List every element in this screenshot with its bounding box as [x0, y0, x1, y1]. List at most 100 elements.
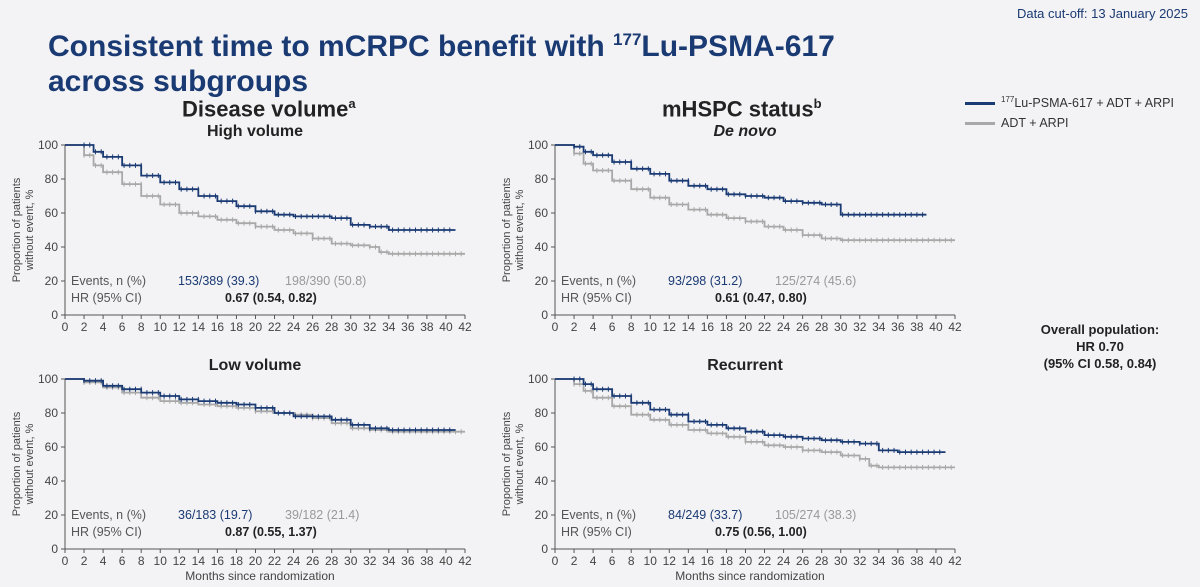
hr-value: 0.61 (0.47, 0.80)	[715, 291, 807, 305]
x-tick-label: 16	[701, 554, 715, 568]
x-tick-label: 2	[571, 320, 578, 334]
x-tick-label: 6	[609, 554, 616, 568]
y-axis-label: Proportion of patients	[11, 411, 23, 516]
legend-item-control: ADT + ARPI	[965, 113, 1174, 133]
x-tick-label: 16	[211, 554, 225, 568]
section-footnote-mark: a	[348, 96, 356, 111]
x-tick-label: 22	[268, 554, 282, 568]
x-tick-label: 34	[872, 554, 886, 568]
x-tick-label: 42	[458, 320, 472, 334]
x-tick-label: 2	[81, 554, 88, 568]
x-tick-label: 36	[401, 320, 415, 334]
y-axis-label: Proportion of patients	[501, 177, 513, 282]
legend-swatch-treatment	[965, 101, 995, 105]
x-axis-label: Months since randomization	[185, 569, 334, 583]
x-tick-label: 42	[948, 554, 962, 568]
y-tick-label: 20	[535, 274, 549, 288]
y-tick-label: 40	[45, 474, 59, 488]
x-tick-label: 0	[62, 320, 69, 334]
events-label: Events, n (%)	[561, 508, 636, 522]
x-tick-label: 28	[815, 320, 829, 334]
title-text-post: Lu-PSMA-617	[641, 30, 835, 63]
hr-label: HR (95% CI)	[561, 291, 632, 305]
y-axis-label: without event, %	[24, 189, 36, 271]
y-tick-label: 60	[45, 440, 59, 454]
km-curve	[555, 378, 955, 469]
x-tick-label: 42	[948, 320, 962, 334]
x-tick-label: 22	[758, 320, 772, 334]
title-text-pre: Consistent time to mCRPC benefit with	[48, 30, 614, 63]
x-tick-label: 32	[853, 554, 867, 568]
x-tick-label: 8	[138, 320, 145, 334]
x-tick-label: 4	[100, 320, 107, 334]
x-tick-label: 6	[119, 320, 126, 334]
x-tick-label: 40	[929, 554, 943, 568]
y-tick-label: 20	[535, 508, 549, 522]
events-label: Events, n (%)	[71, 274, 146, 288]
y-axis-label: without event, %	[514, 423, 526, 505]
x-tick-label: 8	[628, 554, 635, 568]
km-curve	[65, 378, 465, 433]
km-curve	[555, 144, 927, 216]
hr-label: HR (95% CI)	[561, 525, 632, 539]
events-treatment: 36/183 (19.7)	[178, 508, 252, 522]
y-tick-label: 0	[541, 542, 548, 556]
y-axis-label: Proportion of patients	[11, 177, 23, 282]
title-superscript: 177	[613, 30, 642, 49]
x-tick-label: 2	[571, 554, 578, 568]
x-tick-label: 42	[458, 554, 472, 568]
events-label: Events, n (%)	[71, 508, 146, 522]
legend-label-treatment: 177Lu-PSMA-617 + ADT + ARPI	[1001, 95, 1174, 111]
x-tick-label: 34	[382, 554, 396, 568]
x-tick-label: 30	[834, 320, 848, 334]
events-treatment: 153/389 (39.3)	[178, 274, 259, 288]
page-title: Consistent time to mCRPC benefit with 17…	[48, 22, 835, 99]
y-tick-label: 100	[38, 138, 58, 152]
x-tick-label: 38	[420, 320, 434, 334]
x-tick-label: 8	[138, 554, 145, 568]
events-treatment: 84/249 (33.7)	[668, 508, 742, 522]
x-tick-label: 16	[701, 320, 715, 334]
y-tick-label: 100	[38, 372, 58, 386]
section-label: Disease volume	[182, 96, 349, 122]
chart-title: Recurrent	[707, 357, 783, 374]
y-tick-label: 80	[45, 406, 59, 420]
legend-swatch-control	[965, 121, 995, 125]
x-tick-label: 30	[344, 554, 358, 568]
data-cutoff-note: Data cut-off: 13 January 2025	[1016, 6, 1188, 21]
x-tick-label: 8	[628, 320, 635, 334]
x-tick-label: 28	[325, 320, 339, 334]
x-tick-label: 40	[929, 320, 943, 334]
y-tick-label: 0	[541, 308, 548, 322]
hr-value: 0.87 (0.55, 1.37)	[225, 525, 317, 539]
x-tick-label: 26	[306, 554, 320, 568]
x-tick-label: 22	[268, 320, 282, 334]
km-curve	[65, 144, 456, 231]
section-label: mHSPC status	[662, 96, 814, 122]
x-tick-label: 28	[325, 554, 339, 568]
x-tick-label: 12	[173, 554, 187, 568]
y-tick-label: 20	[45, 274, 59, 288]
section-title-mhspc-status: mHSPC statusb	[662, 96, 822, 122]
events-control: 39/182 (21.4)	[285, 508, 359, 522]
y-tick-label: 60	[45, 206, 59, 220]
x-tick-label: 20	[739, 320, 753, 334]
x-tick-label: 10	[644, 554, 658, 568]
x-tick-label: 4	[590, 554, 597, 568]
overall-population-summary: Overall population: HR 0.70 (95% CI 0.58…	[1010, 321, 1190, 372]
hr-value: 0.75 (0.56, 1.00)	[715, 525, 807, 539]
overall-hr: HR 0.70	[1076, 339, 1124, 354]
hr-label: HR (95% CI)	[71, 525, 142, 539]
title-text-line2: across subgroups	[48, 65, 309, 98]
x-tick-label: 30	[834, 554, 848, 568]
x-tick-label: 14	[682, 320, 696, 334]
x-tick-label: 22	[758, 554, 772, 568]
events-control: 105/274 (38.3)	[775, 508, 856, 522]
y-tick-label: 80	[45, 172, 59, 186]
x-tick-label: 32	[363, 554, 377, 568]
x-tick-label: 16	[211, 320, 225, 334]
x-tick-label: 0	[552, 554, 559, 568]
x-tick-label: 14	[192, 554, 206, 568]
x-tick-label: 38	[910, 554, 924, 568]
